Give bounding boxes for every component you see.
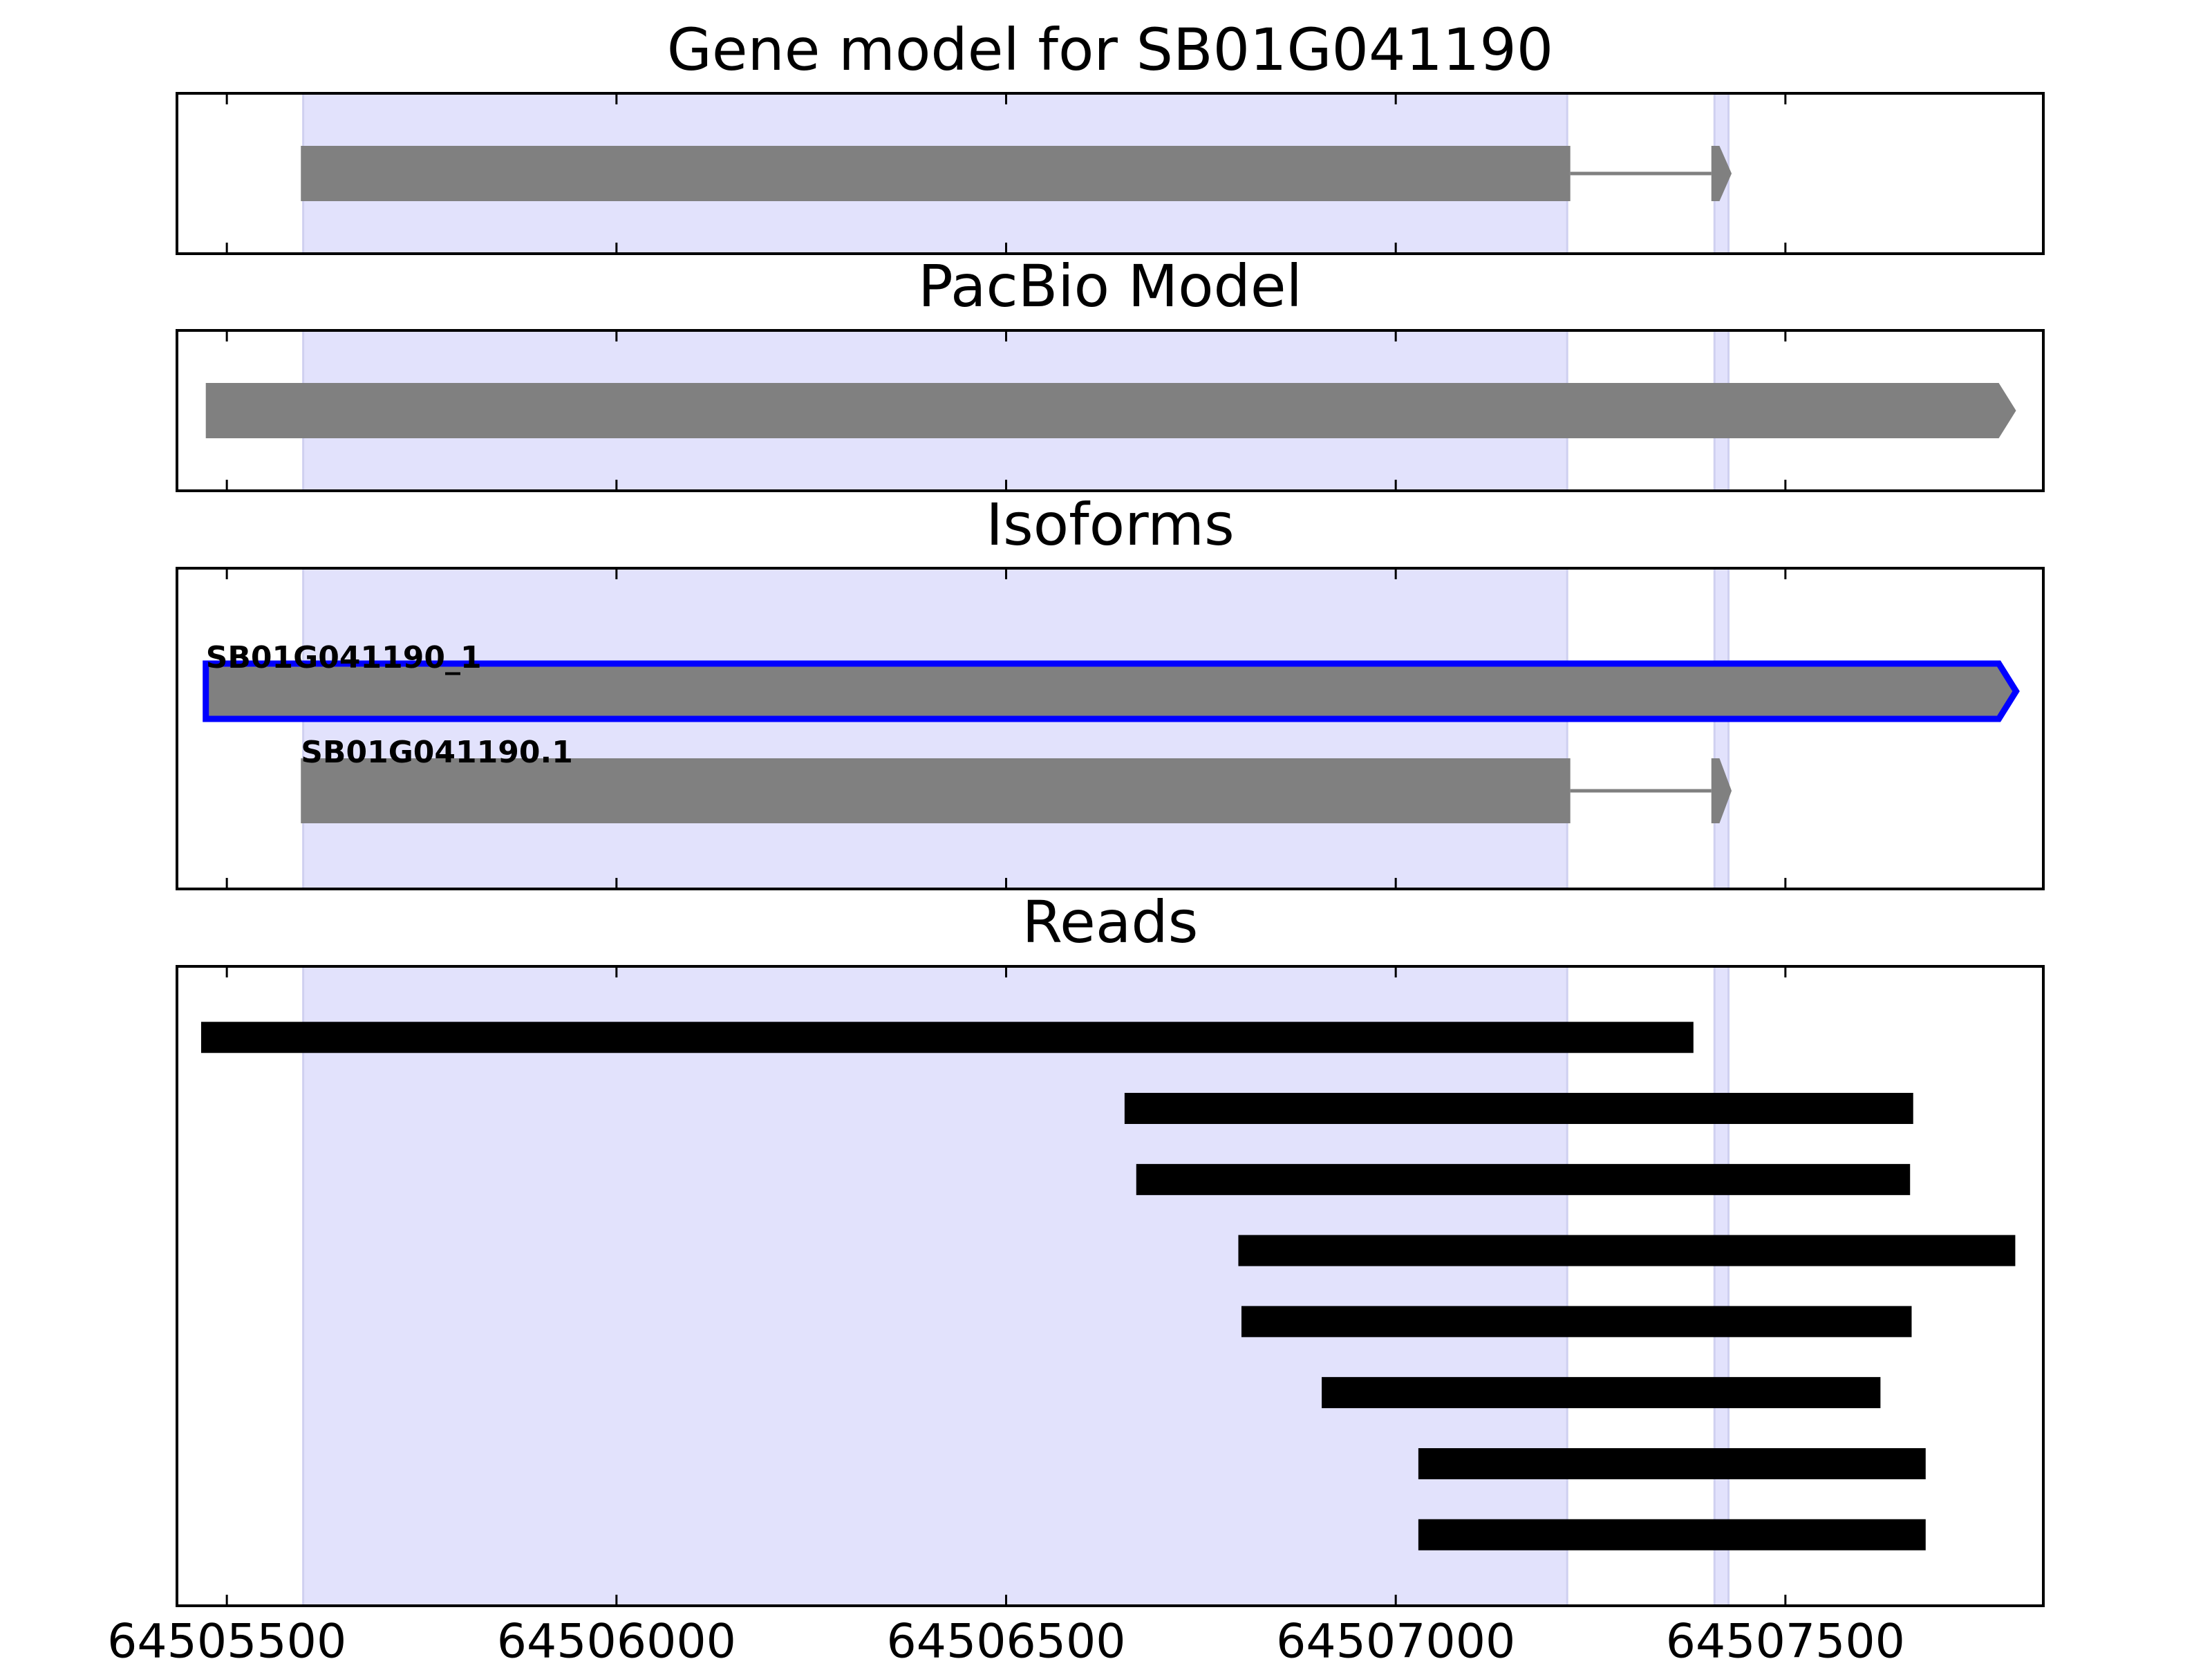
panel-frame	[176, 965, 2045, 1607]
panel-title: Gene model for SB01G041190	[667, 16, 1553, 84]
highlight	[302, 965, 1568, 1607]
exon	[1136, 1163, 1911, 1195]
exon	[1241, 1306, 1912, 1338]
exon	[1418, 1447, 1926, 1479]
x-tick-label: 64507500	[1666, 1615, 1905, 1659]
panel-title: Isoforms	[986, 491, 1235, 559]
feature-label: SB01G041190.1	[301, 735, 573, 770]
exon	[301, 146, 1571, 201]
feature-label: SB01G041190_1	[206, 640, 482, 675]
panel-frame	[176, 567, 2045, 890]
highlight	[1713, 965, 1730, 1607]
panel-title: PacBio Model	[918, 252, 1302, 320]
panel-title: Reads	[1022, 888, 1199, 956]
x-tick-label: 64506500	[886, 1615, 1125, 1659]
exon	[205, 383, 2016, 438]
highlight	[1713, 567, 1730, 890]
exon	[1124, 1093, 1913, 1125]
x-tick-label: 64506000	[497, 1615, 736, 1659]
exon	[1711, 146, 1732, 201]
exon	[203, 660, 2020, 722]
exon	[301, 758, 1571, 823]
panel-frame	[176, 92, 2045, 255]
x-tick-label: 64507000	[1276, 1615, 1515, 1659]
exon	[1322, 1377, 1881, 1409]
exon	[1238, 1235, 2016, 1266]
exon	[1418, 1519, 1926, 1550]
x-tick-label: 64505500	[107, 1615, 346, 1659]
highlight	[302, 567, 1568, 890]
panel-frame	[176, 329, 2045, 492]
exon	[200, 1022, 1694, 1053]
exon	[1711, 758, 1732, 823]
